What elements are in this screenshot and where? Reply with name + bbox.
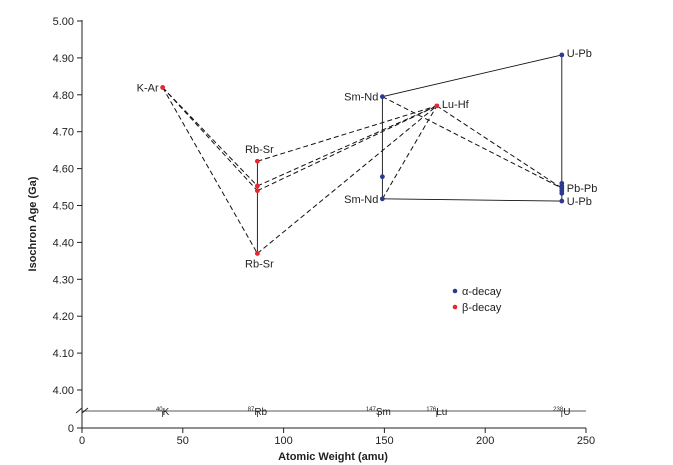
dashed-connector (162, 87, 258, 192)
isotope-label: 238U (553, 407, 570, 418)
isotope-label: 147Sm (366, 407, 391, 418)
dashed-connector (162, 87, 258, 187)
isotope-label: 40K (156, 407, 170, 418)
point-alpha (559, 198, 565, 204)
point-beta (254, 183, 260, 189)
point-label: Pb-Pb (567, 183, 598, 195)
dashed-connector (257, 105, 438, 254)
legend-label-beta: β-decay (462, 302, 502, 314)
point-label: U-Pb (567, 48, 592, 60)
y-tick-label: 4.00 (53, 385, 74, 397)
legend-marker-beta (452, 304, 458, 310)
axis-break-icon (75, 406, 89, 415)
x-tick-label: 250 (577, 435, 595, 447)
legend-label-alpha: α-decay (462, 286, 502, 298)
x-tick-label: 100 (274, 435, 292, 447)
y-tick-label: 4.80 (53, 90, 74, 102)
dashed-connector (382, 96, 563, 189)
solid-connector (382, 54, 562, 98)
y-tick-label: 4.70 (53, 127, 74, 139)
point-label: Rb-Sr (245, 258, 274, 270)
point-alpha (559, 52, 565, 58)
point-alpha (559, 190, 565, 196)
dashed-connector (257, 105, 437, 162)
y-tick-label: 4.90 (53, 53, 74, 65)
solid-lines (256, 54, 563, 254)
point-alpha (379, 94, 385, 100)
y-tick-label: 4.20 (53, 311, 74, 323)
axes (75, 20, 586, 429)
point-label: K-Ar (137, 82, 159, 94)
point-labels: K-ArRb-SrRb-SrSm-NdSm-NdLu-HfU-PbPb-PbU-… (137, 48, 598, 271)
point-label: Sm-Nd (344, 194, 378, 206)
x-tick-label: 150 (375, 435, 393, 447)
y-tick-label: 4.40 (53, 237, 74, 249)
point-beta (254, 251, 260, 256)
y-ticks: 5.00 4.90 4.80 4.70 4.60 4.50 4.40 4.30 4.20 4.10… (53, 16, 82, 435)
point-label: Sm-Nd (344, 92, 378, 104)
x-axis-title: Atomic Weight (amu) (278, 451, 388, 463)
dashed-connector (436, 105, 563, 189)
point-beta (254, 188, 260, 194)
dashed-connector (257, 105, 438, 192)
point-beta (160, 85, 166, 90)
data-points (160, 52, 565, 256)
isotope-label: 176Lu (426, 407, 447, 418)
isotope-label: 87Rb (248, 407, 268, 418)
point-alpha (379, 174, 385, 180)
y-tick-label: 4.60 (53, 164, 74, 176)
y-axis-title: Isochron Age (Ga) (27, 176, 39, 271)
x-ticks: 0 50 100 150 200 250 (79, 428, 595, 447)
legend: α-decay β-decay (452, 286, 502, 314)
x-tick-label: 50 (177, 435, 189, 447)
dashed-lines (162, 87, 563, 254)
x-tick-label: 200 (476, 435, 494, 447)
dashed-connector (257, 105, 438, 187)
y-tick-label: 4.30 (53, 274, 74, 286)
y-tick-label: 4.10 (53, 348, 74, 360)
x-tick-label: 0 (79, 435, 85, 447)
point-label: U-Pb (567, 196, 592, 208)
dashed-connector (381, 105, 438, 200)
isotope-markers: 40K 87Rb 147Sm 176Lu 238U (156, 407, 570, 418)
point-alpha (379, 196, 385, 202)
point-beta (254, 158, 260, 164)
y-tick-label: 4.50 (53, 201, 74, 213)
point-beta (434, 103, 440, 109)
point-label: Rb-Sr (245, 144, 274, 156)
y-tick-label: 5.00 (53, 16, 74, 28)
legend-marker-alpha (452, 288, 458, 294)
point-label: Lu-Hf (442, 99, 470, 111)
y-tick-label: 0 (68, 423, 74, 435)
solid-connector (382, 198, 562, 202)
